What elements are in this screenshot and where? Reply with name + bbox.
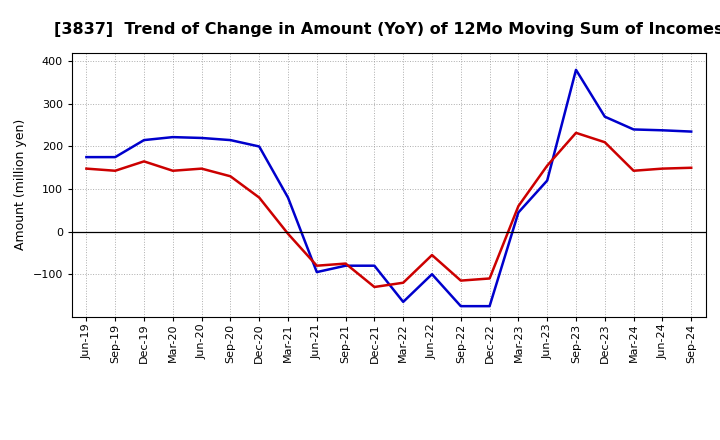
Net Income	[226, 174, 235, 179]
Ordinary Income	[543, 178, 552, 183]
Net Income	[197, 166, 206, 171]
Net Income	[572, 130, 580, 136]
Net Income	[428, 253, 436, 258]
Net Income	[687, 165, 696, 170]
Net Income	[312, 263, 321, 268]
Ordinary Income	[226, 137, 235, 143]
Ordinary Income	[399, 299, 408, 304]
Net Income	[658, 166, 667, 171]
Net Income	[456, 278, 465, 283]
Ordinary Income	[111, 154, 120, 160]
Net Income	[514, 203, 523, 209]
Net Income	[255, 195, 264, 200]
Y-axis label: Amount (million yen): Amount (million yen)	[14, 119, 27, 250]
Ordinary Income	[140, 137, 148, 143]
Net Income	[82, 166, 91, 171]
Ordinary Income	[456, 304, 465, 309]
Ordinary Income	[629, 127, 638, 132]
Ordinary Income	[168, 135, 177, 140]
Net Income	[485, 276, 494, 281]
Net Income	[140, 159, 148, 164]
Ordinary Income	[658, 128, 667, 133]
Ordinary Income	[514, 210, 523, 215]
Text: [3837]  Trend of Change in Amount (YoY) of 12Mo Moving Sum of Incomes: [3837] Trend of Change in Amount (YoY) o…	[54, 22, 720, 37]
Net Income	[370, 284, 379, 290]
Ordinary Income	[370, 263, 379, 268]
Line: Ordinary Income: Ordinary Income	[86, 70, 691, 306]
Net Income	[341, 261, 350, 266]
Net Income	[399, 280, 408, 286]
Ordinary Income	[82, 154, 91, 160]
Ordinary Income	[312, 269, 321, 275]
Ordinary Income	[572, 67, 580, 73]
Net Income	[629, 168, 638, 173]
Ordinary Income	[428, 271, 436, 277]
Net Income	[284, 231, 292, 236]
Line: Net Income: Net Income	[86, 133, 691, 287]
Ordinary Income	[197, 136, 206, 141]
Ordinary Income	[341, 263, 350, 268]
Ordinary Income	[255, 144, 264, 149]
Ordinary Income	[600, 114, 609, 119]
Net Income	[600, 139, 609, 145]
Net Income	[168, 168, 177, 173]
Ordinary Income	[284, 195, 292, 200]
Net Income	[111, 168, 120, 173]
Ordinary Income	[485, 304, 494, 309]
Ordinary Income	[687, 129, 696, 134]
Net Income	[543, 163, 552, 168]
